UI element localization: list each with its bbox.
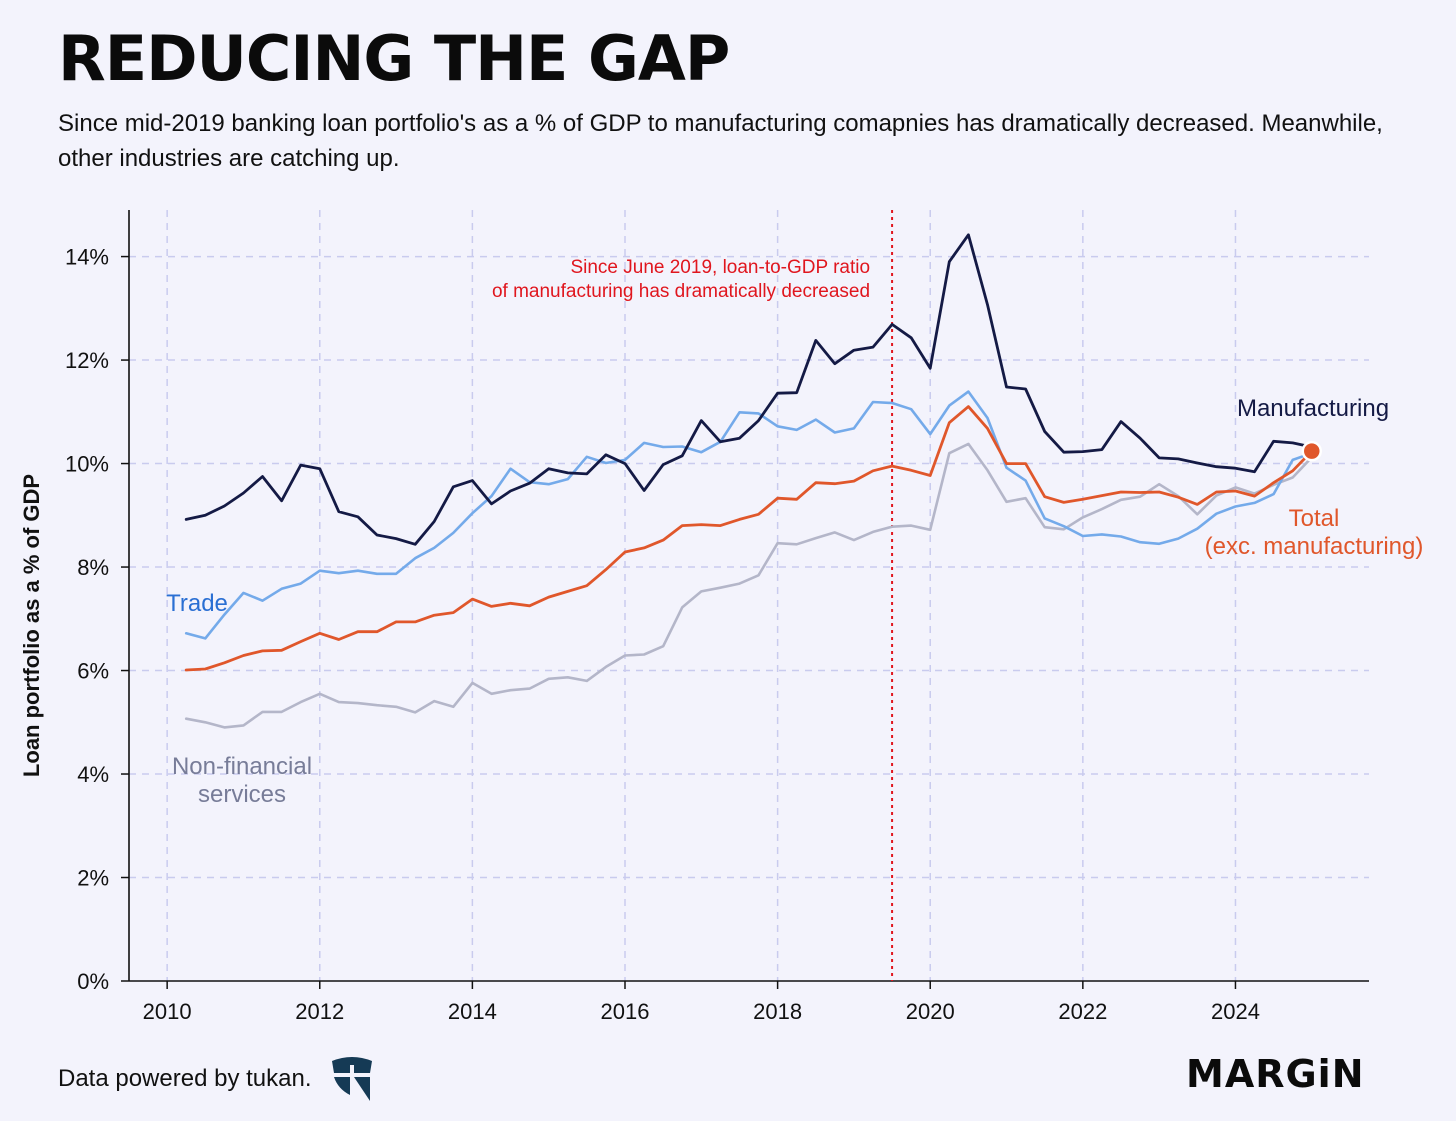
y-tick-label: 8%	[77, 555, 109, 580]
page-subtitle: Since mid-2019 banking loan portfolio's …	[58, 110, 1383, 172]
series-label: Manufacturing	[1237, 395, 1389, 422]
series-line	[184, 405, 1314, 672]
reference-annotation: Since June 2019, loan-to-GDP ratio	[570, 257, 870, 278]
axes-layer: 2010 2012 2014 2016 2018 2020 2022 2024 0% 2% 4% 6%…	[19, 210, 1369, 1024]
y-tick-label: 10%	[65, 452, 109, 477]
y-tick-label: 14%	[65, 245, 109, 270]
series-label: Non-financial	[172, 753, 312, 780]
reference-annotation: of manufacturing has dramatically decrea…	[492, 281, 870, 302]
x-tick-label: 2024	[1211, 999, 1260, 1024]
series-line	[184, 390, 1314, 640]
y-tick-label: 6%	[77, 659, 109, 684]
x-tick-label: 2016	[601, 999, 650, 1024]
x-tick-label: 2018	[753, 999, 802, 1024]
series-line	[184, 233, 1314, 546]
brand-logo: MARGiN	[1186, 1052, 1365, 1096]
y-axis-title: Loan portfolio as a % of GDP	[19, 474, 44, 777]
x-tick-label: 2010	[143, 999, 192, 1024]
x-tick-label: 2014	[448, 999, 497, 1024]
series-line	[184, 442, 1314, 729]
y-tick-label: 2%	[77, 866, 109, 891]
y-tick-label: 4%	[77, 762, 109, 787]
y-tick-label: 12%	[65, 348, 109, 373]
footer-source: Data powered by tukan.	[58, 1055, 374, 1103]
page-title: REDUCING THE GAP	[58, 22, 730, 95]
source-text: Data powered by tukan.	[58, 1065, 312, 1092]
grid-layer	[129, 210, 1369, 981]
end-point-marker	[1301, 440, 1323, 462]
series-label: Trade	[166, 590, 228, 617]
series-layer	[184, 233, 1323, 729]
x-tick-label: 2022	[1058, 999, 1107, 1024]
series-label: (exc. manufacturing)	[1205, 533, 1424, 560]
x-tick-label: 2012	[295, 999, 344, 1024]
series-label: services	[198, 781, 286, 808]
series-label: Total	[1289, 505, 1340, 532]
x-tick-label: 2020	[906, 999, 955, 1024]
tukan-logo-icon	[331, 1057, 372, 1101]
reference-layer: Since June 2019, loan-to-GDP ratio of man…	[492, 210, 894, 981]
y-tick-label: 0%	[77, 969, 109, 994]
